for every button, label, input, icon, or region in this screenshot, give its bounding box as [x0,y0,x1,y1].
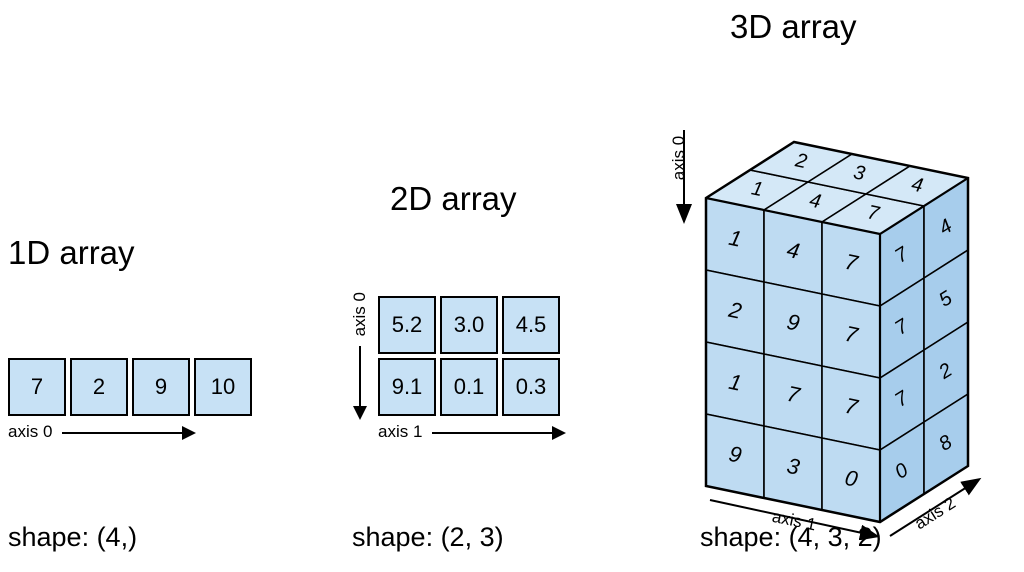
axis0-label-1d: axis 0 [8,422,52,442]
cells-1d: 72910 [8,358,252,416]
cell-1d: 10 [194,358,252,416]
cell-1d: 2 [70,358,128,416]
axis1-arrow-2d [432,432,552,434]
shape-2d: shape: (2, 3) [352,522,504,553]
axis0-arrow-1d [62,432,182,434]
title-3d: 3D array [730,8,857,46]
shape-1d: shape: (4,) [8,522,137,553]
axis1-arrowhead-2d [552,426,566,440]
cell-2d: 0.1 [440,358,498,416]
shape-3d: shape: (4, 3, 2) [700,522,882,553]
title-2d: 2D array [390,180,517,218]
cells-2d: 5.23.04.5 9.10.10.3 [378,296,560,416]
cell-1d: 9 [132,358,190,416]
svg-text:axis 0: axis 0 [669,136,688,180]
svg-text:axis 2: axis 2 [911,493,959,533]
cell-2d: 4.5 [502,296,560,354]
cell-1d: 7 [8,358,66,416]
cube-3d: 12437474757208147297177930axis 0axis 1ax… [658,70,1024,540]
cell-2d: 5.2 [378,296,436,354]
axis1-label-2d: axis 1 [378,422,422,442]
title-1d: 1D array [8,234,135,272]
cell-2d: 3.0 [440,296,498,354]
cell-2d: 9.1 [378,358,436,416]
axis0-arrow-2d [359,346,361,406]
axis0-arrowhead-2d [353,406,367,420]
cell-2d: 0.3 [502,358,560,416]
axis0-label-2d: axis 0 [350,292,370,336]
axis0-arrowhead-1d [182,426,196,440]
